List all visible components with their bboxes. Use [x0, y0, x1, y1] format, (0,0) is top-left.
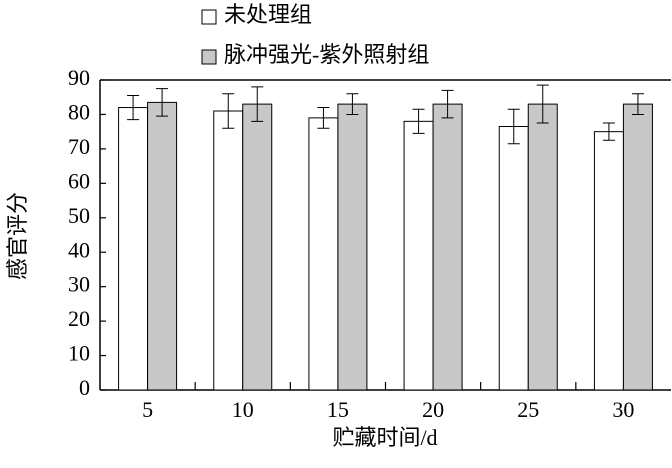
bar: [118, 107, 149, 391]
y-tick-label: 40: [68, 237, 90, 262]
x-tick-label: 20: [422, 397, 444, 422]
error-bar: [536, 84, 549, 124]
legend-label: 脉冲强光-紫外照射组: [224, 42, 429, 67]
error-bar: [631, 93, 644, 115]
legend-label: 未处理组: [224, 2, 312, 27]
bar: [498, 126, 529, 391]
error-bar: [346, 93, 359, 115]
error-bar: [156, 88, 169, 117]
error-bar: [317, 107, 330, 129]
error-bar: [441, 89, 454, 119]
x-axis-label: 贮藏时间/d: [332, 425, 437, 450]
bar: [527, 103, 558, 391]
error-bar: [127, 95, 140, 121]
x-tick-label: 5: [142, 397, 153, 422]
x-tick-label: 30: [612, 397, 634, 422]
error-bar: [412, 108, 425, 134]
bar: [403, 120, 434, 391]
error-bar: [222, 93, 235, 129]
y-tick-label: 30: [68, 272, 90, 297]
y-tick-label: 10: [68, 341, 90, 366]
bar: [308, 117, 339, 391]
y-tick-label: 50: [68, 203, 90, 228]
y-axis-label: 感官评分: [5, 192, 30, 280]
bar: [622, 103, 653, 391]
legend-swatch: [201, 9, 217, 25]
y-tick-label: 60: [68, 168, 90, 193]
y-tick-label: 90: [68, 65, 90, 90]
legend-swatch: [201, 49, 217, 65]
y-tick-label: 0: [79, 375, 90, 400]
bar: [432, 103, 463, 391]
y-tick-label: 80: [68, 99, 90, 124]
error-bar: [602, 122, 615, 141]
bar: [593, 131, 624, 391]
x-tick-label: 25: [517, 397, 539, 422]
bar: [213, 110, 244, 391]
y-tick-label: 70: [68, 134, 90, 159]
x-tick-label: 15: [327, 397, 349, 422]
error-bar: [507, 108, 520, 145]
bar: [242, 103, 273, 391]
y-tick-label: 20: [68, 306, 90, 331]
x-tick-label: 10: [232, 397, 254, 422]
error-bar: [251, 86, 264, 122]
bar: [337, 103, 368, 391]
bar: [147, 101, 178, 391]
